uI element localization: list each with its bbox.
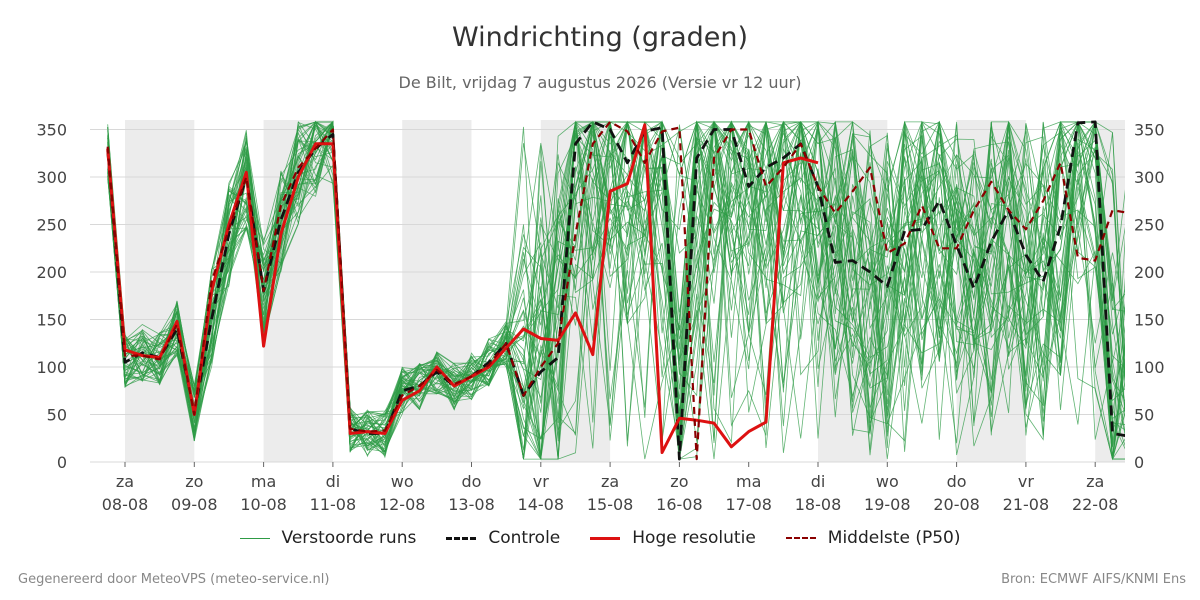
y-tick-right-150: 150 bbox=[1134, 311, 1165, 330]
y-tick-right-300: 300 bbox=[1134, 168, 1165, 187]
ensemble-member-49 bbox=[107, 121, 1125, 460]
x-tick-date-10: 18-08 bbox=[795, 495, 842, 514]
y-tick-right-50: 50 bbox=[1134, 406, 1154, 425]
legend-item-ensemble: Verstoorde runs bbox=[239, 528, 417, 548]
x-tick-date-2: 10-08 bbox=[240, 495, 287, 514]
x-tick-day-7: za bbox=[601, 472, 619, 491]
legend-item-median: Middelste (P50) bbox=[785, 528, 961, 548]
x-tick-date-6: 14-08 bbox=[518, 495, 565, 514]
chart-title: Windrichting (graden) bbox=[451, 22, 749, 53]
x-tick-date-3: 11-08 bbox=[310, 495, 357, 514]
y-tick-left-100: 100 bbox=[36, 358, 67, 377]
x-tick-date-7: 15-08 bbox=[587, 495, 634, 514]
x-tick-day-5: do bbox=[462, 472, 482, 491]
x-tick-date-12: 20-08 bbox=[933, 495, 980, 514]
x-tick-day-10: di bbox=[811, 472, 826, 491]
x-tick-day-13: vr bbox=[1018, 472, 1034, 491]
ensemble-member-43 bbox=[107, 120, 1125, 457]
x-tick-day-9: ma bbox=[736, 472, 761, 491]
x-tick-date-11: 19-08 bbox=[864, 495, 911, 514]
x-tick-date-1: 09-08 bbox=[171, 495, 218, 514]
y-tick-left-200: 200 bbox=[36, 263, 67, 282]
y-tick-left-150: 150 bbox=[36, 311, 67, 330]
y-tick-left-300: 300 bbox=[36, 168, 67, 187]
legend-label-median: Middelste (P50) bbox=[827, 528, 961, 548]
x-tick-day-3: di bbox=[326, 472, 341, 491]
legend-item-hires: Hoge resolutie bbox=[590, 528, 756, 548]
x-tick-date-13: 21-08 bbox=[1003, 495, 1050, 514]
x-tick-date-9: 17-08 bbox=[725, 495, 772, 514]
y-tick-left-350: 350 bbox=[36, 121, 67, 140]
x-tick-date-8: 16-08 bbox=[656, 495, 703, 514]
y-tick-right-250: 250 bbox=[1134, 216, 1165, 235]
y-tick-right-200: 200 bbox=[1134, 263, 1165, 282]
x-tick-date-5: 13-08 bbox=[448, 495, 495, 514]
chart-legend: Verstoorde runs Controle Hoge resolutie … bbox=[0, 528, 1200, 548]
footer-generator: Gegenereerd door MeteoVPS (meteo-service… bbox=[18, 572, 330, 587]
y-tick-right-100: 100 bbox=[1134, 358, 1165, 377]
weekend-band-2 bbox=[402, 120, 472, 462]
y-tick-left-0: 0 bbox=[57, 453, 67, 472]
x-tick-day-8: zo bbox=[670, 472, 688, 491]
legend-label-control: Controle bbox=[488, 528, 561, 548]
ensemble-member-5 bbox=[107, 120, 1125, 460]
ensemble-member-48 bbox=[107, 120, 1125, 447]
x-tick-day-14: za bbox=[1086, 472, 1104, 491]
series-line-median bbox=[106, 120, 1125, 461]
y-tick-right-0: 0 bbox=[1134, 453, 1144, 472]
legend-item-control: Controle bbox=[446, 528, 560, 548]
x-tick-day-6: vr bbox=[533, 472, 549, 491]
legend-swatch-hires bbox=[590, 536, 621, 540]
x-tick-day-4: wo bbox=[391, 472, 414, 491]
x-tick-date-14: 22-08 bbox=[1072, 495, 1119, 514]
weekend-band-0 bbox=[125, 120, 195, 462]
x-tick-day-11: wo bbox=[876, 472, 899, 491]
legend-swatch-control bbox=[446, 536, 477, 540]
y-tick-right-350: 350 bbox=[1134, 121, 1165, 140]
legend-swatch-ensemble bbox=[239, 537, 270, 539]
chart-subtitle: De Bilt, vrijdag 7 augustus 2026 (Versie… bbox=[398, 73, 802, 92]
x-tick-date-0: 08-08 bbox=[102, 495, 149, 514]
x-tick-date-4: 12-08 bbox=[379, 495, 426, 514]
footer-source: Bron: ECMWF AIFS/KNMI Ens bbox=[1001, 572, 1186, 587]
series-line-control bbox=[106, 120, 1125, 461]
plot-area bbox=[106, 120, 1125, 461]
x-tick-day-0: za bbox=[116, 472, 134, 491]
x-tick-day-1: zo bbox=[185, 472, 203, 491]
legend-swatch-median bbox=[785, 537, 816, 539]
y-tick-left-250: 250 bbox=[36, 216, 67, 235]
legend-label-ensemble: Verstoorde runs bbox=[281, 528, 417, 548]
x-tick-day-2: ma bbox=[251, 472, 276, 491]
y-tick-left-50: 50 bbox=[47, 406, 67, 425]
x-tick-day-12: do bbox=[947, 472, 967, 491]
legend-label-hires: Hoge resolutie bbox=[632, 528, 756, 548]
